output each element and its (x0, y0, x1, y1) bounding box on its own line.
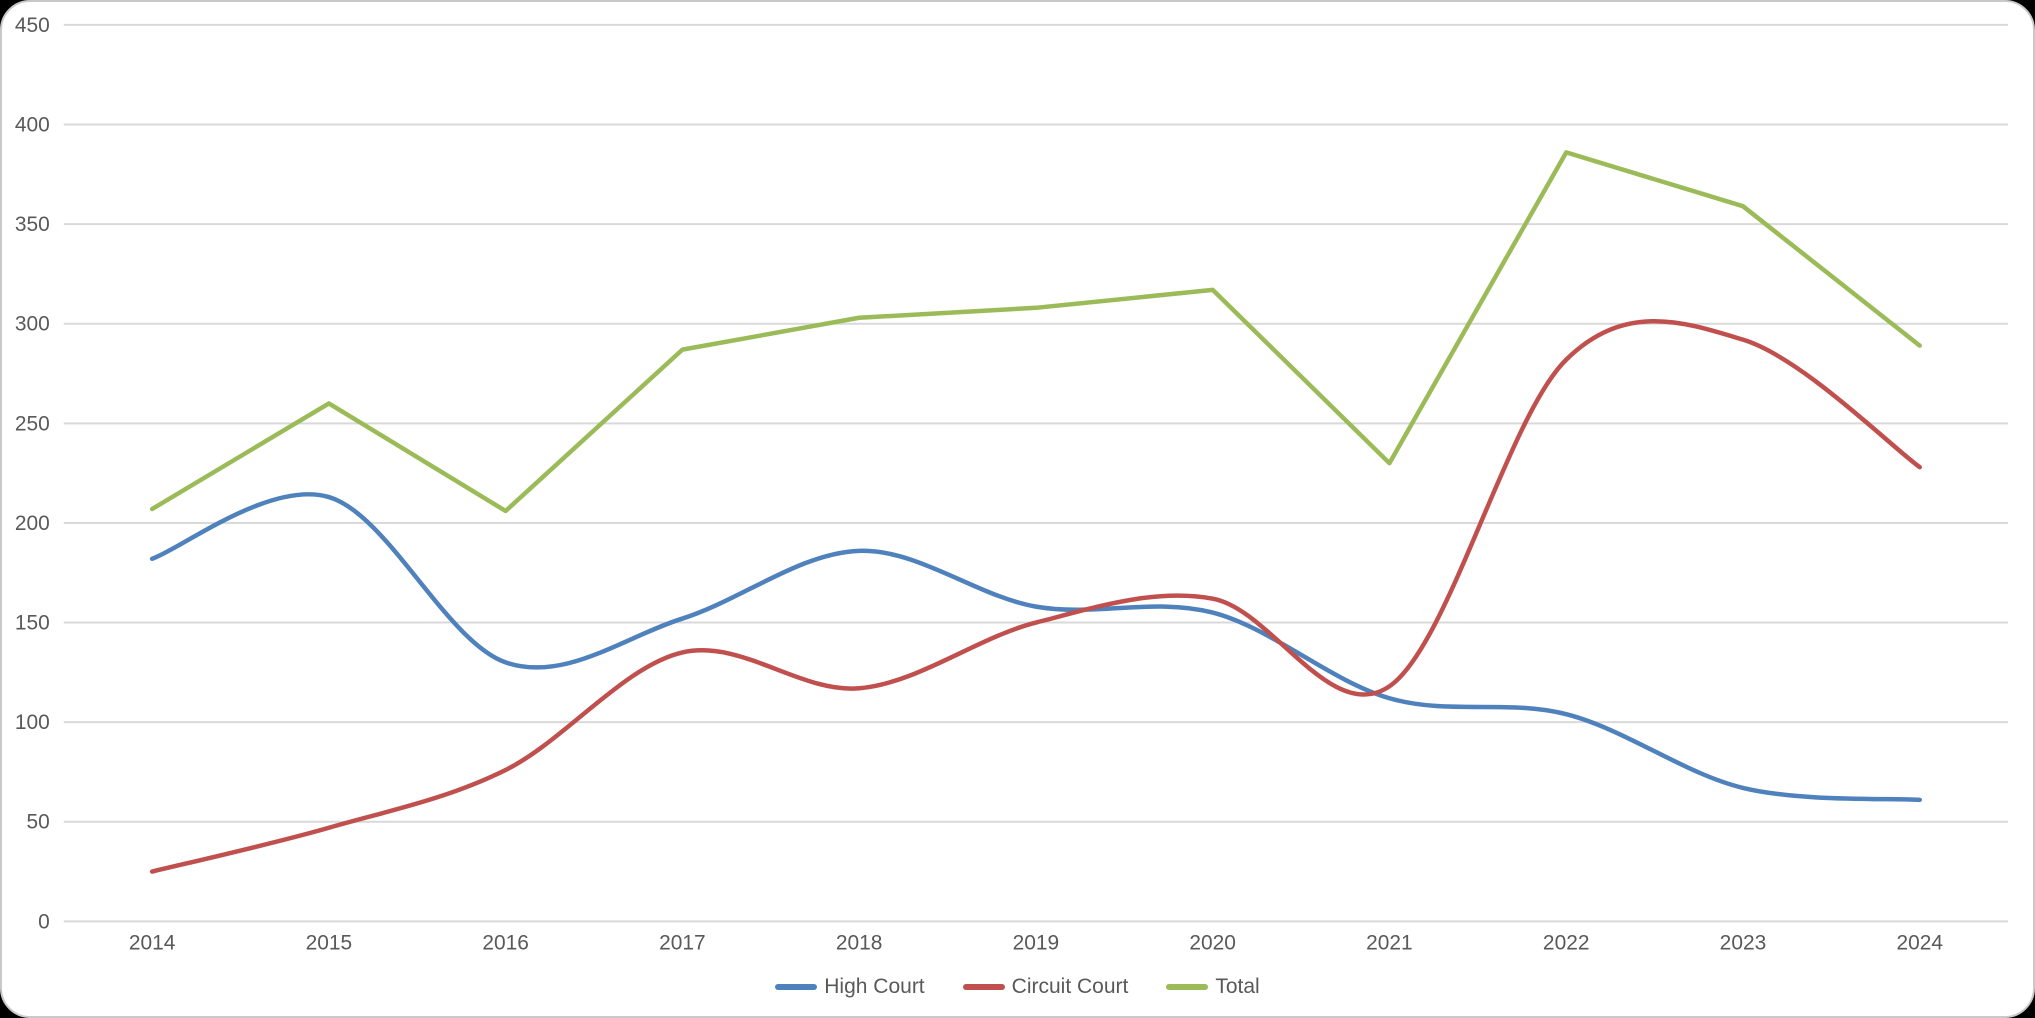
x-tick-label-2019: 2019 (1013, 931, 1060, 954)
y-tick-label-450: 450 (15, 14, 50, 37)
y-tick-label-400: 400 (15, 113, 50, 136)
series-line-circuit-court (149, 319, 1922, 874)
y-tick-label-0: 0 (38, 910, 50, 933)
y-tick-label-300: 300 (15, 313, 50, 336)
y-tick-label-50: 50 (27, 811, 50, 834)
x-tick-label-2017: 2017 (659, 931, 706, 954)
y-tick-label-250: 250 (15, 412, 50, 435)
x-tick-label-2023: 2023 (1720, 931, 1767, 954)
series-line-high-court (149, 492, 1922, 803)
x-tick-label-2021: 2021 (1366, 931, 1413, 954)
y-tick-label-100: 100 (15, 711, 50, 734)
x-tick-label-2018: 2018 (836, 931, 883, 954)
x-tick-label-2014: 2014 (129, 931, 176, 954)
x-tick-label-2015: 2015 (306, 931, 353, 954)
x-tick-label-2020: 2020 (1189, 931, 1236, 954)
y-tick-label-200: 200 (15, 512, 50, 535)
x-tick-label-2022: 2022 (1543, 931, 1590, 954)
y-tick-label-350: 350 (15, 213, 50, 236)
y-tick-label-150: 150 (15, 612, 50, 635)
series-line-total (149, 150, 1922, 514)
x-tick-label-2016: 2016 (482, 931, 529, 954)
x-tick-label-2024: 2024 (1896, 931, 1943, 954)
